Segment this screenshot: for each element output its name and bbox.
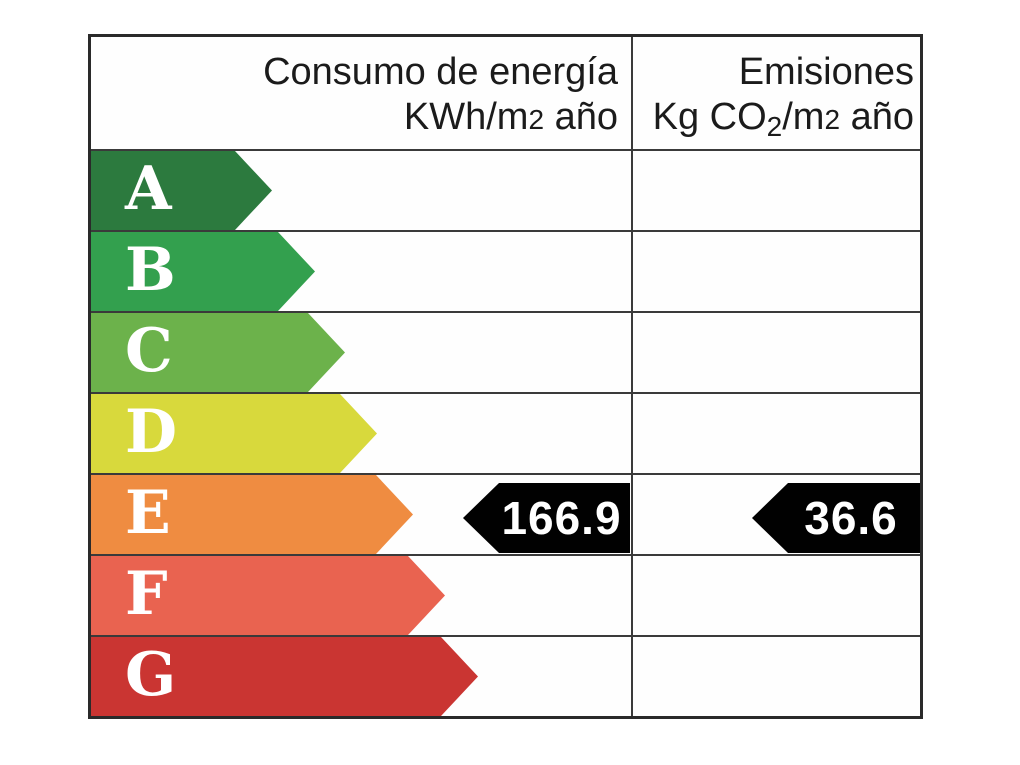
rating-rows: A B C [91,151,920,716]
consumption-value-arrow: 166.9 [463,483,630,553]
emissions-cell-f [633,556,920,635]
consumption-cell-c: C [91,313,633,392]
rating-row-b: B [91,230,920,311]
emissions-title: Emisiones [738,51,914,93]
consumption-cell-a: A [91,151,633,230]
rating-row-a: A [91,151,920,230]
rating-letter-d: D [125,396,178,467]
rating-row-f: F [91,554,920,635]
superscript-2: 2 [824,104,841,135]
consumption-cell-d: D [91,394,633,473]
table-header: Consumo de energía KWh/m2 año Emisiones … [91,37,920,151]
rating-letter-b: B [125,234,176,305]
rating-row-e: E 166.9 36.6 [91,473,920,554]
emissions-value: 36.6 [804,492,898,544]
emissions-cell-c [633,313,920,392]
rating-letter-a: A [125,153,172,224]
consumption-cell-e: E 166.9 [91,475,633,554]
rating-row-c: C [91,311,920,392]
rating-row-d: D [91,392,920,473]
rating-bar-e: E [91,475,413,554]
consumption-cell-f: F [91,556,633,635]
consumption-unit: KWh/m2 año [403,96,618,138]
emissions-cell-b [633,232,920,311]
emissions-cell-d [633,394,920,473]
rating-bar-d: D [91,394,377,473]
consumption-title: Consumo de energía [263,51,618,93]
consumption-header: Consumo de energía KWh/m2 año [91,37,633,149]
rating-bar-a: A [91,151,272,230]
consumption-cell-g: G [91,637,633,716]
consumption-value: 166.9 [501,492,622,544]
emissions-value-arrow: 36.6 [752,483,920,553]
rating-bar-g: G [91,637,478,716]
emissions-cell-e: 36.6 [633,475,920,554]
rating-letter-f: F [125,558,168,629]
superscript-2: 2 [528,104,545,135]
consumption-cell-b: B [91,232,633,311]
emissions-cell-g [633,637,920,716]
rating-bar-f: F [91,556,445,635]
rating-bar-b: B [91,232,315,311]
rating-letter-e: E [125,477,171,548]
rating-letter-c: C [125,315,173,386]
emissions-unit: Kg CO2/m2 año [652,96,914,142]
emissions-cell-a [633,151,920,230]
rating-letter-g: G [125,639,177,710]
subscript-2: 2 [766,111,783,142]
emissions-header: Emisiones Kg CO2/m2 año [633,37,920,149]
rating-row-g: G [91,635,920,716]
rating-bar-c: C [91,313,345,392]
rating-table: Consumo de energía KWh/m2 año Emisiones … [88,34,923,719]
